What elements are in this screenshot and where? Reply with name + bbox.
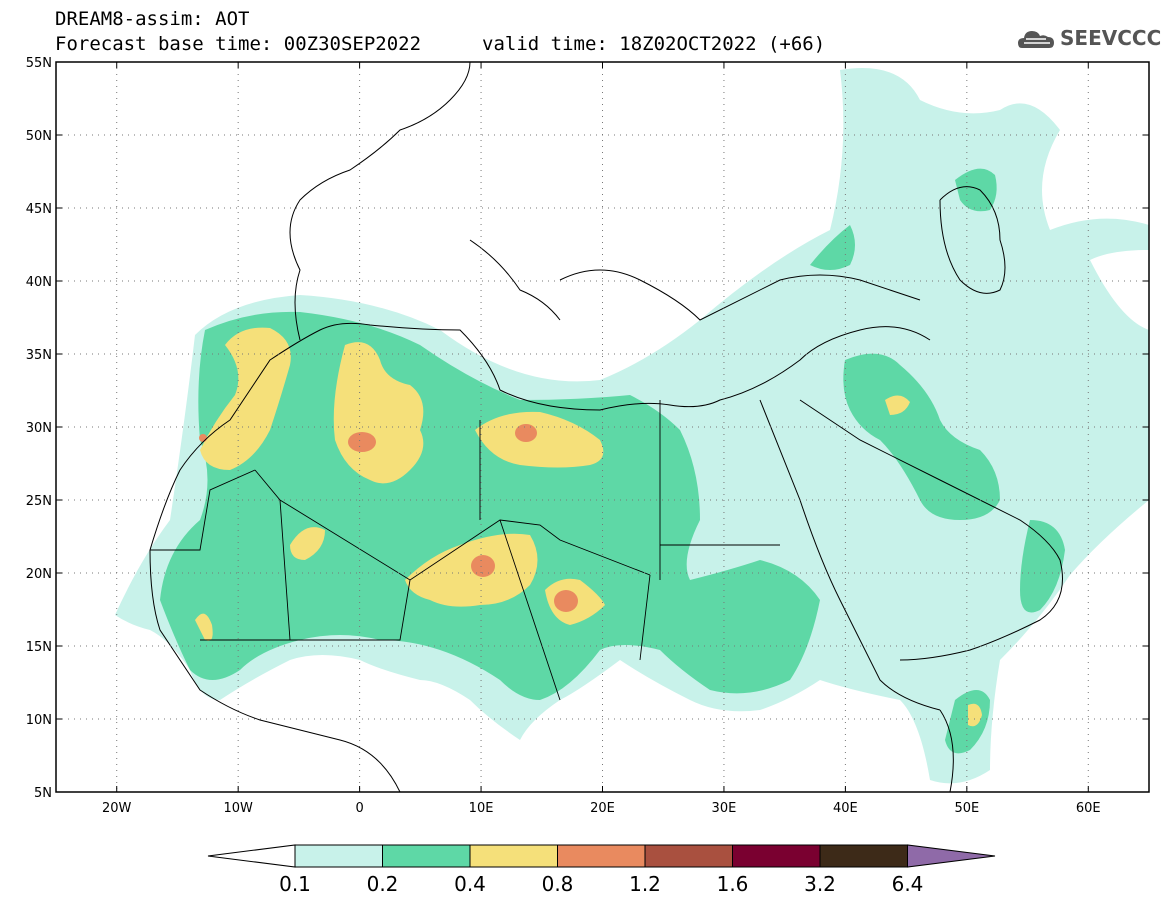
aot-level-0.8-niger — [471, 555, 495, 577]
aot-colorbar — [207, 844, 996, 868]
aot-level-0.2-arabia — [1020, 520, 1065, 613]
longitude-labels: 20W 10W 0 10E 20E 30E 40E 50E 60E — [102, 801, 1101, 816]
colorbar-tick-label: 1.2 — [629, 872, 661, 896]
logo-text: SEEVCCC — [1060, 26, 1162, 50]
cloud-logo-icon — [1018, 31, 1054, 48]
colorbar-tick-label: 0.8 — [542, 872, 574, 896]
lon-label: 30E — [712, 801, 737, 816]
coastlines — [149, 62, 1063, 792]
aot-level-0.8-libya — [515, 424, 537, 442]
aot-level-0.4-somalia — [968, 703, 982, 727]
aot-level-0.4-iraq — [885, 395, 910, 415]
valid-time: valid time: 18Z02OCT2022 (+66) — [482, 33, 826, 55]
aot-level-0.8-chad — [554, 590, 578, 612]
lon-label: 40E — [833, 801, 858, 816]
axis-ticks — [56, 61, 1149, 793]
lat-label: 15N — [26, 640, 52, 655]
colorbar-tick-label: 0.2 — [367, 872, 399, 896]
lat-label: 20N — [26, 567, 52, 582]
lon-label: 50E — [954, 801, 979, 816]
lon-label: 10E — [469, 801, 494, 816]
colorbar-segment — [819, 844, 908, 868]
aot-level-0.2-caspian — [955, 168, 997, 212]
forecast-base-time: Forecast base time: 00Z30SEP2022 — [55, 33, 422, 55]
colorbar-segment — [294, 844, 383, 868]
map-title: DREAM8-assim: AOT — [55, 8, 250, 30]
aot-level-0.4-senegal — [195, 613, 213, 641]
colorbar-tick-label: 3.2 — [804, 872, 836, 896]
lat-label: 5N — [34, 786, 52, 801]
aot-level-0.2-turkey — [810, 225, 855, 270]
lat-label: 45N — [26, 202, 52, 217]
colorbar-tick-label: 0.4 — [454, 872, 486, 896]
lat-label: 50N — [26, 129, 52, 144]
aot-level-0.2-east — [843, 353, 1000, 520]
colorbar-tick-label: 0.1 — [279, 872, 311, 896]
aot-level-0.8-algeria — [348, 432, 376, 452]
lat-label: 30N — [26, 421, 52, 436]
lat-label: 35N — [26, 348, 52, 363]
colorbar-tick-label: 1.6 — [717, 872, 749, 896]
colorbar-segment — [732, 844, 821, 868]
colorbar-segment — [469, 844, 558, 868]
lon-label: 20E — [590, 801, 615, 816]
aot-level-0.8-morocco — [199, 434, 207, 442]
lon-label: 20W — [102, 801, 132, 816]
aot-level-0.2-somalia — [945, 690, 990, 754]
aot-level-0.2 — [160, 311, 820, 700]
aot-fields — [115, 68, 1149, 784]
colorbar-tick-label: 6.4 — [892, 872, 924, 896]
aot-level-0.4-mali — [290, 527, 325, 560]
latitude-labels: 55N 50N 45N 40N 35N 30N 25N 20N 15N 10N 5N — [26, 56, 52, 801]
lat-label: 25N — [26, 494, 52, 509]
lat-label: 10N — [26, 713, 52, 728]
lat-label: 40N — [26, 275, 52, 290]
colorbar-right-arrow — [907, 844, 996, 868]
lat-label: 55N — [26, 56, 52, 71]
colorbar-left-arrow — [207, 844, 296, 868]
lon-label: 0 — [355, 801, 363, 816]
map-grid — [56, 62, 1149, 792]
colorbar-tick-labels: 0.1 0.2 0.4 0.8 1.2 1.6 3.2 6.4 — [279, 872, 923, 896]
colorbar-segment — [382, 844, 471, 868]
colorbar-segment — [644, 844, 733, 868]
colorbar-segment — [557, 844, 646, 868]
lon-label: 10W — [223, 801, 253, 816]
borders — [150, 400, 780, 701]
aot-level-0.4-niger — [405, 533, 538, 607]
lon-label: 60E — [1076, 801, 1101, 816]
aot-level-0.4-libya — [475, 411, 604, 468]
